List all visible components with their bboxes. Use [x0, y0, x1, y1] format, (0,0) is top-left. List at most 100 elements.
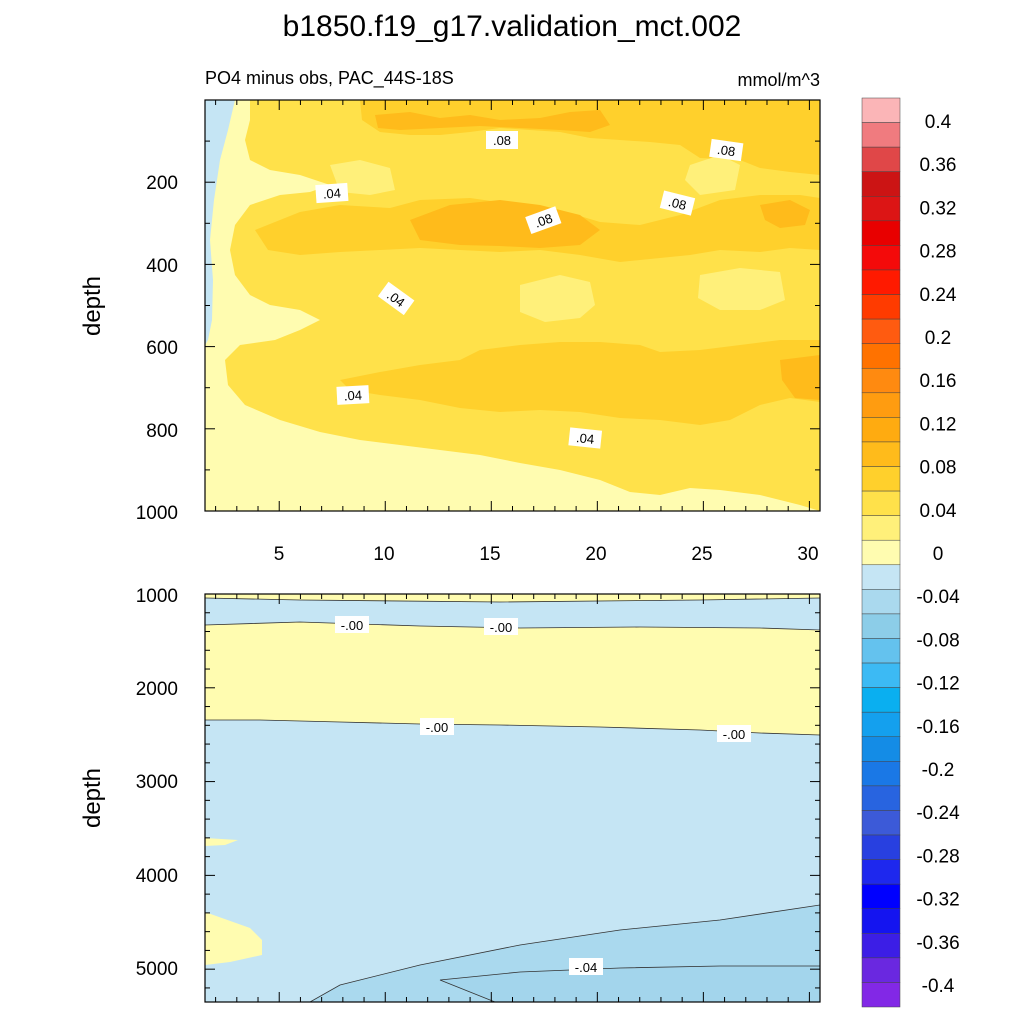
colorbar-label: 0	[933, 544, 944, 565]
colorbar-boxes	[861, 97, 901, 1008]
top-ticks	[205, 100, 820, 512]
colorbar-box	[861, 834, 901, 860]
colorbar-box	[861, 687, 901, 713]
colorbar-label: 0.2	[925, 328, 951, 349]
top-y-axis-label: depth	[79, 276, 106, 336]
chart-title: b1850.f19_g17.validation_mct.002	[283, 10, 742, 43]
top-y-tick-label: 200	[146, 173, 178, 194]
colorbar-box	[861, 245, 901, 271]
colorbar-box	[861, 613, 901, 639]
colorbar-label: -0.04	[916, 587, 960, 608]
colorbar-label: 0.36	[920, 155, 957, 176]
neg-deeper	[440, 966, 820, 1002]
island-low-4	[685, 155, 740, 195]
colorbar-box	[861, 490, 901, 516]
colorbar-label: -0.16	[916, 717, 959, 738]
bottom-panel: 1000 2000 3000 4000 5000 depth -.00 -.00…	[79, 586, 821, 1003]
bottom-contour-labels: -.00 -.00 -.00 -.00 -.04	[335, 616, 751, 975]
colorbar-label: 0.32	[920, 198, 957, 219]
bottom-y-axis-label: depth	[79, 768, 106, 828]
colorbar-label: -0.28	[916, 846, 959, 867]
colorbar-box	[861, 539, 901, 566]
colorbar-box	[861, 933, 901, 959]
contour-label: .04	[344, 388, 363, 404]
contour-label: -.00	[341, 618, 363, 633]
colorbar-box	[861, 736, 901, 762]
top-x-tick-label: 10	[373, 544, 394, 565]
colorbar-box	[861, 466, 901, 492]
region-012-c	[780, 355, 820, 400]
top-x-tick-label: 25	[691, 544, 712, 565]
pos-band-mid	[205, 622, 820, 735]
colorbar-box	[861, 294, 901, 320]
contour-label: -.00	[426, 720, 448, 735]
colorbar-label: -0.32	[916, 890, 959, 911]
contour-label: -.00	[490, 620, 512, 635]
colorbar-label: -0.4	[922, 976, 955, 997]
colorbar-box	[861, 638, 901, 664]
colorbar-box	[861, 343, 901, 369]
contour-label: .04	[322, 185, 341, 201]
top-panel: 5 10 15 20 25 30 200 400 600 800 1000 de…	[79, 99, 821, 565]
colorbar-box	[861, 859, 901, 885]
colorbar-label: 0.4	[925, 112, 952, 133]
pos-island-left-low	[205, 912, 262, 965]
colorbar-box	[861, 318, 901, 344]
colorbar-label: 0.04	[920, 501, 957, 522]
colorbar-box	[861, 441, 901, 467]
colorbar-box	[861, 957, 901, 983]
top-xaxis: 5 10 15 20 25 30	[274, 544, 819, 565]
colorbar-label: -0.2	[922, 760, 955, 781]
colorbar-box	[861, 564, 901, 590]
top-panel-fill	[205, 100, 820, 511]
colorbar-box	[861, 220, 901, 246]
units-label: mmol/m^3	[738, 70, 820, 90]
colorbar-label: -0.24	[916, 803, 960, 824]
top-y-tick-label: 1000	[136, 503, 178, 524]
top-y-tick-label: 400	[146, 256, 178, 277]
neg-region-left	[205, 100, 235, 345]
colorbar-label: 0.08	[920, 458, 957, 479]
top-y-tick-label: 600	[146, 338, 178, 359]
contour-label: -.00	[723, 727, 745, 742]
island-low-3	[698, 268, 785, 310]
contour-label: .08	[493, 133, 511, 148]
bottom-yaxis: 1000 2000 3000 4000 5000 depth	[79, 586, 178, 980]
region-012-a	[375, 110, 610, 132]
bottom-y-tick-label: 2000	[136, 679, 178, 700]
colorbar-box	[861, 908, 901, 934]
colorbar-box	[861, 97, 901, 123]
colorbar-box	[861, 711, 901, 738]
colorbar-label: 0.16	[920, 371, 957, 392]
bottom-y-tick-label: 4000	[136, 866, 178, 887]
colorbar-labels: 0.4 0.36 0.32 0.28 0.24 0.2 0.16 0.12 0.08 0.04 0 -…	[916, 112, 960, 997]
contour-label: .08	[667, 194, 688, 213]
top-contour-labels: .08 .08 .04 .08 .08 .04 .04 .04	[315, 131, 744, 449]
colorbar-box	[861, 589, 901, 615]
colorbar-label: 0.12	[920, 414, 957, 435]
colorbar-label: -0.36	[916, 933, 959, 954]
colorbar-label: 0.24	[920, 285, 957, 306]
colorbar-box	[861, 367, 901, 394]
region-012-d	[760, 200, 810, 228]
chart-subtitle: PO4 minus obs, PAC_44S-18S	[205, 68, 454, 89]
colorbar-box	[861, 171, 901, 197]
colorbar-box	[861, 417, 901, 443]
colorbar-box	[861, 515, 901, 541]
bottom-y-tick-label: 5000	[136, 959, 178, 980]
contour-label: .08	[532, 210, 554, 230]
top-yaxis: 200 400 600 800 1000 depth	[79, 173, 178, 524]
bottom-panel-fill	[205, 594, 820, 1002]
region-008-deep	[340, 340, 820, 425]
bottom-y-tick-label: 3000	[136, 772, 178, 793]
colorbar-box	[861, 269, 901, 295]
contour-label: .08	[716, 142, 736, 159]
contour-label: -.04	[575, 960, 597, 975]
colorbar-box	[861, 662, 901, 688]
top-x-tick-label: 15	[479, 544, 500, 565]
top-y-tick-label: 800	[146, 421, 178, 442]
top-x-tick-label: 20	[585, 544, 606, 565]
colorbar-box	[861, 761, 901, 787]
colorbar-box	[861, 883, 901, 909]
